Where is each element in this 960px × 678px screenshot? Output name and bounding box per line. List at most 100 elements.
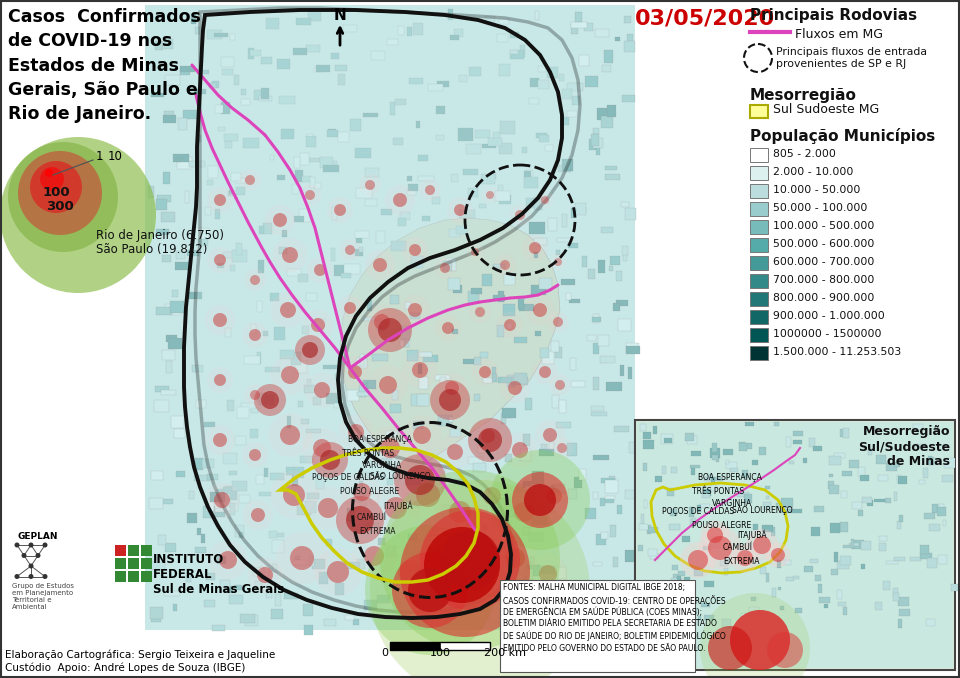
Bar (172, 290, 179, 297)
Bar (368, 523, 379, 527)
Bar (246, 616, 258, 626)
Text: 900.000 - 1.000.000: 900.000 - 1.000.000 (773, 311, 885, 321)
Circle shape (374, 314, 390, 330)
Bar (615, 300, 629, 306)
Bar (518, 300, 524, 309)
Bar (535, 11, 540, 20)
Bar (499, 64, 510, 77)
Bar (750, 184, 768, 198)
Bar (663, 584, 667, 594)
Bar (162, 350, 175, 360)
Bar (704, 546, 711, 550)
Circle shape (731, 544, 759, 572)
Bar (343, 24, 357, 33)
Bar (690, 465, 700, 468)
Text: Grupo de Estudos
em Planejamento
Territorial e
Ambiental: Grupo de Estudos em Planejamento Territo… (12, 583, 74, 610)
Bar (784, 560, 791, 565)
Bar (703, 493, 709, 498)
Bar (158, 498, 173, 504)
Bar (414, 541, 425, 551)
Bar (441, 553, 449, 563)
Bar (224, 252, 236, 258)
Bar (211, 81, 219, 88)
Bar (205, 499, 214, 511)
Bar (359, 247, 363, 252)
Bar (306, 45, 321, 52)
Circle shape (554, 258, 562, 266)
Bar (590, 134, 598, 146)
Bar (219, 494, 229, 506)
Bar (529, 222, 544, 235)
Bar (593, 128, 599, 134)
Bar (938, 555, 947, 564)
Bar (308, 10, 322, 21)
Bar (441, 505, 455, 517)
Bar (459, 75, 467, 82)
Circle shape (254, 384, 286, 416)
Bar (567, 83, 583, 92)
Circle shape (408, 303, 422, 317)
Bar (430, 536, 438, 544)
Bar (516, 483, 523, 494)
Bar (444, 591, 460, 603)
Circle shape (305, 190, 315, 200)
Circle shape (270, 471, 318, 519)
Bar (207, 180, 213, 185)
Bar (493, 296, 505, 300)
Bar (522, 147, 527, 153)
Bar (195, 547, 206, 553)
Bar (793, 576, 800, 580)
Bar (191, 14, 197, 24)
Bar (329, 397, 341, 401)
Bar (563, 159, 573, 171)
Bar (879, 536, 887, 541)
Bar (184, 191, 189, 203)
Bar (277, 60, 291, 69)
Bar (750, 292, 768, 306)
Bar (280, 350, 295, 359)
Bar (569, 298, 580, 303)
Bar (627, 34, 633, 45)
Circle shape (409, 244, 421, 256)
Bar (518, 304, 534, 311)
Bar (303, 385, 316, 393)
Bar (392, 241, 406, 251)
Bar (223, 487, 237, 500)
Bar (204, 422, 215, 427)
Bar (456, 226, 467, 234)
Bar (555, 347, 562, 358)
Bar (595, 29, 610, 37)
Bar (163, 172, 170, 184)
Bar (471, 506, 487, 513)
Bar (176, 158, 180, 163)
Bar (716, 458, 719, 462)
Bar (259, 226, 264, 234)
Bar (673, 574, 679, 582)
Bar (898, 597, 909, 605)
Bar (811, 527, 820, 536)
Bar (209, 83, 216, 87)
Bar (606, 496, 615, 500)
Bar (925, 619, 934, 626)
Bar (828, 456, 841, 465)
Circle shape (502, 490, 546, 534)
Bar (235, 525, 244, 537)
Bar (547, 66, 558, 78)
Bar (498, 142, 512, 154)
Bar (306, 429, 321, 433)
Circle shape (18, 151, 102, 235)
Bar (161, 255, 171, 262)
Circle shape (549, 374, 571, 396)
Bar (192, 365, 204, 372)
Text: 500.000 - 600.000: 500.000 - 600.000 (773, 239, 875, 249)
Bar (419, 377, 428, 388)
Circle shape (439, 389, 461, 411)
Bar (790, 509, 803, 513)
Bar (390, 642, 440, 650)
Bar (276, 175, 285, 180)
Bar (893, 588, 899, 597)
Circle shape (257, 567, 273, 583)
Bar (163, 115, 176, 123)
Bar (166, 335, 177, 342)
Bar (239, 532, 243, 538)
